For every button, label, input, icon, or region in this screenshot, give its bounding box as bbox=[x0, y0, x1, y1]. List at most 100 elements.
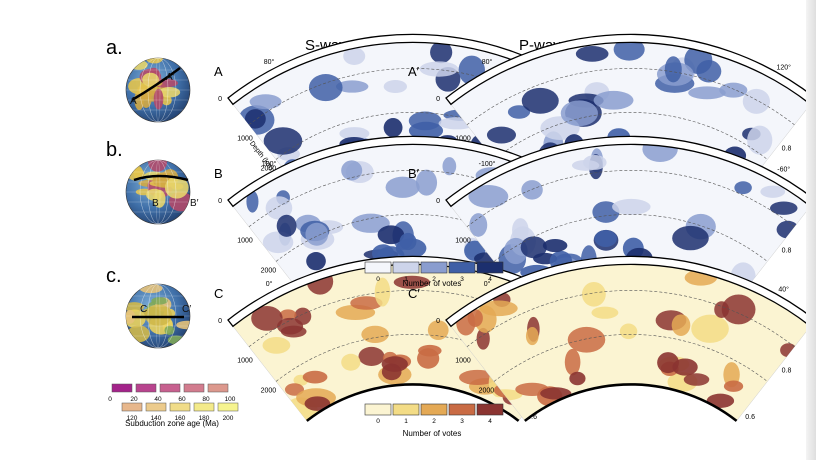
anomaly-blob bbox=[395, 238, 427, 259]
age-swatch bbox=[169, 402, 191, 412]
longitude-label-left: 80° bbox=[264, 58, 275, 66]
anomaly-blob bbox=[664, 56, 682, 83]
legend-swatch bbox=[364, 403, 392, 416]
anomaly-blob bbox=[688, 86, 726, 100]
land-mass bbox=[142, 72, 159, 87]
globe-start-label: C bbox=[140, 304, 147, 315]
depth-tick: 2000 bbox=[261, 267, 277, 274]
anomaly-blob bbox=[350, 296, 383, 310]
anomaly-blob bbox=[276, 214, 297, 237]
depth-1000-line bbox=[493, 334, 768, 382]
land-mass bbox=[158, 87, 181, 98]
depth-tick: 0 bbox=[436, 96, 440, 103]
anomaly-blob bbox=[671, 314, 691, 336]
depth-660-line bbox=[466, 68, 795, 126]
meridian-line bbox=[139, 58, 177, 122]
anomaly-blob bbox=[723, 380, 744, 392]
anomaly-blob bbox=[696, 60, 722, 83]
anomaly-blob bbox=[581, 281, 606, 307]
anomaly-field bbox=[456, 269, 797, 408]
land-mass bbox=[126, 309, 136, 324]
age-legend-title: Subduction zone age (Ma) bbox=[125, 419, 219, 428]
depth-1000-line bbox=[493, 112, 768, 160]
anomaly-blob bbox=[442, 157, 457, 176]
blue-legend-title: Number of votes bbox=[403, 279, 462, 288]
legend-swatch bbox=[476, 261, 504, 274]
section-end-label: C′ bbox=[408, 286, 420, 301]
anomaly-blob bbox=[721, 294, 756, 325]
anomaly-blob bbox=[246, 190, 259, 213]
anomaly-blob bbox=[377, 225, 405, 245]
globe-2: c. C C′ bbox=[106, 265, 191, 349]
anomaly-blob bbox=[343, 47, 366, 65]
anomaly-blob bbox=[335, 80, 369, 93]
radius-tick: 0.6 bbox=[527, 414, 537, 421]
longitude-label-right: 120° bbox=[776, 63, 791, 71]
anomaly-blob bbox=[351, 213, 390, 233]
age-tick: 60 bbox=[178, 396, 186, 403]
land-mass bbox=[127, 325, 150, 343]
legend-tick: 4 bbox=[488, 276, 492, 283]
anomaly-blob bbox=[567, 326, 606, 353]
anomaly-blob bbox=[742, 88, 770, 114]
anomaly-blob bbox=[302, 370, 328, 384]
land-mass bbox=[148, 160, 168, 172]
age-tick: 120 bbox=[127, 415, 138, 422]
anomaly-blob bbox=[747, 125, 773, 155]
globe-1: b. B B′ bbox=[106, 139, 199, 225]
age-tick: 80 bbox=[202, 396, 210, 403]
depth-660-line bbox=[466, 290, 795, 348]
legend-tick: 3 bbox=[460, 418, 464, 425]
globe-end-label: C′ bbox=[182, 304, 191, 315]
anomaly-blob bbox=[262, 336, 291, 354]
depth-tick: 1000 bbox=[455, 135, 471, 142]
age-tick: 140 bbox=[151, 415, 162, 422]
depth-tick: 1000 bbox=[237, 135, 253, 142]
depth-tick: 0 bbox=[436, 198, 440, 205]
anomaly-blob bbox=[419, 61, 459, 77]
globe-end-label: B′ bbox=[190, 198, 199, 209]
land-mass bbox=[144, 304, 173, 326]
age-swatch bbox=[145, 402, 167, 412]
panel-letter: c. bbox=[106, 265, 122, 287]
section-end-label: A′ bbox=[408, 64, 420, 79]
anomaly-blob bbox=[408, 121, 444, 140]
longitude-label-right: 40° bbox=[778, 285, 789, 293]
anomaly-blob bbox=[308, 74, 343, 102]
longitude-label-left: 100° bbox=[262, 160, 277, 168]
page-edge bbox=[806, 0, 816, 460]
anomaly-blob bbox=[591, 306, 619, 319]
legend-tick: 3 bbox=[460, 276, 464, 283]
age-swatch bbox=[135, 383, 157, 393]
land-mass bbox=[176, 320, 190, 330]
legend-tick: 4 bbox=[488, 418, 492, 425]
anomaly-blob bbox=[417, 348, 440, 369]
longitude-label-left: -100° bbox=[479, 160, 496, 168]
depth-1000-line bbox=[493, 214, 768, 262]
depth-tick: 1000 bbox=[237, 357, 253, 364]
anomaly-blob bbox=[383, 79, 408, 94]
depth-660-line bbox=[466, 170, 795, 228]
anomaly-blob bbox=[734, 181, 752, 195]
longitude-label-left: 80° bbox=[482, 58, 493, 66]
anomaly-blob bbox=[284, 383, 304, 396]
depth-tick: 0 bbox=[436, 318, 440, 325]
anomaly-blob bbox=[542, 239, 568, 253]
land-mass bbox=[151, 297, 168, 305]
land-mass bbox=[161, 95, 172, 106]
legend-swatch bbox=[364, 261, 392, 274]
subduction-age-legend: 0 20 40 60 80 100 120 140 160 180 200 bbox=[108, 383, 239, 422]
anomaly-blob bbox=[251, 305, 283, 331]
anomaly-blob bbox=[339, 127, 370, 141]
anomaly-blob bbox=[520, 236, 547, 259]
depth-tick: 2000 bbox=[261, 387, 277, 394]
anomaly-blob bbox=[393, 275, 431, 289]
anomaly-blob bbox=[672, 225, 709, 251]
age-swatch bbox=[217, 402, 239, 412]
anomaly-blob bbox=[304, 396, 331, 411]
anomaly-blob bbox=[249, 94, 282, 110]
anomaly-blob bbox=[760, 185, 786, 198]
land-mass bbox=[164, 325, 175, 335]
depth-tick: 0 bbox=[218, 198, 222, 205]
age-swatch bbox=[183, 383, 205, 393]
